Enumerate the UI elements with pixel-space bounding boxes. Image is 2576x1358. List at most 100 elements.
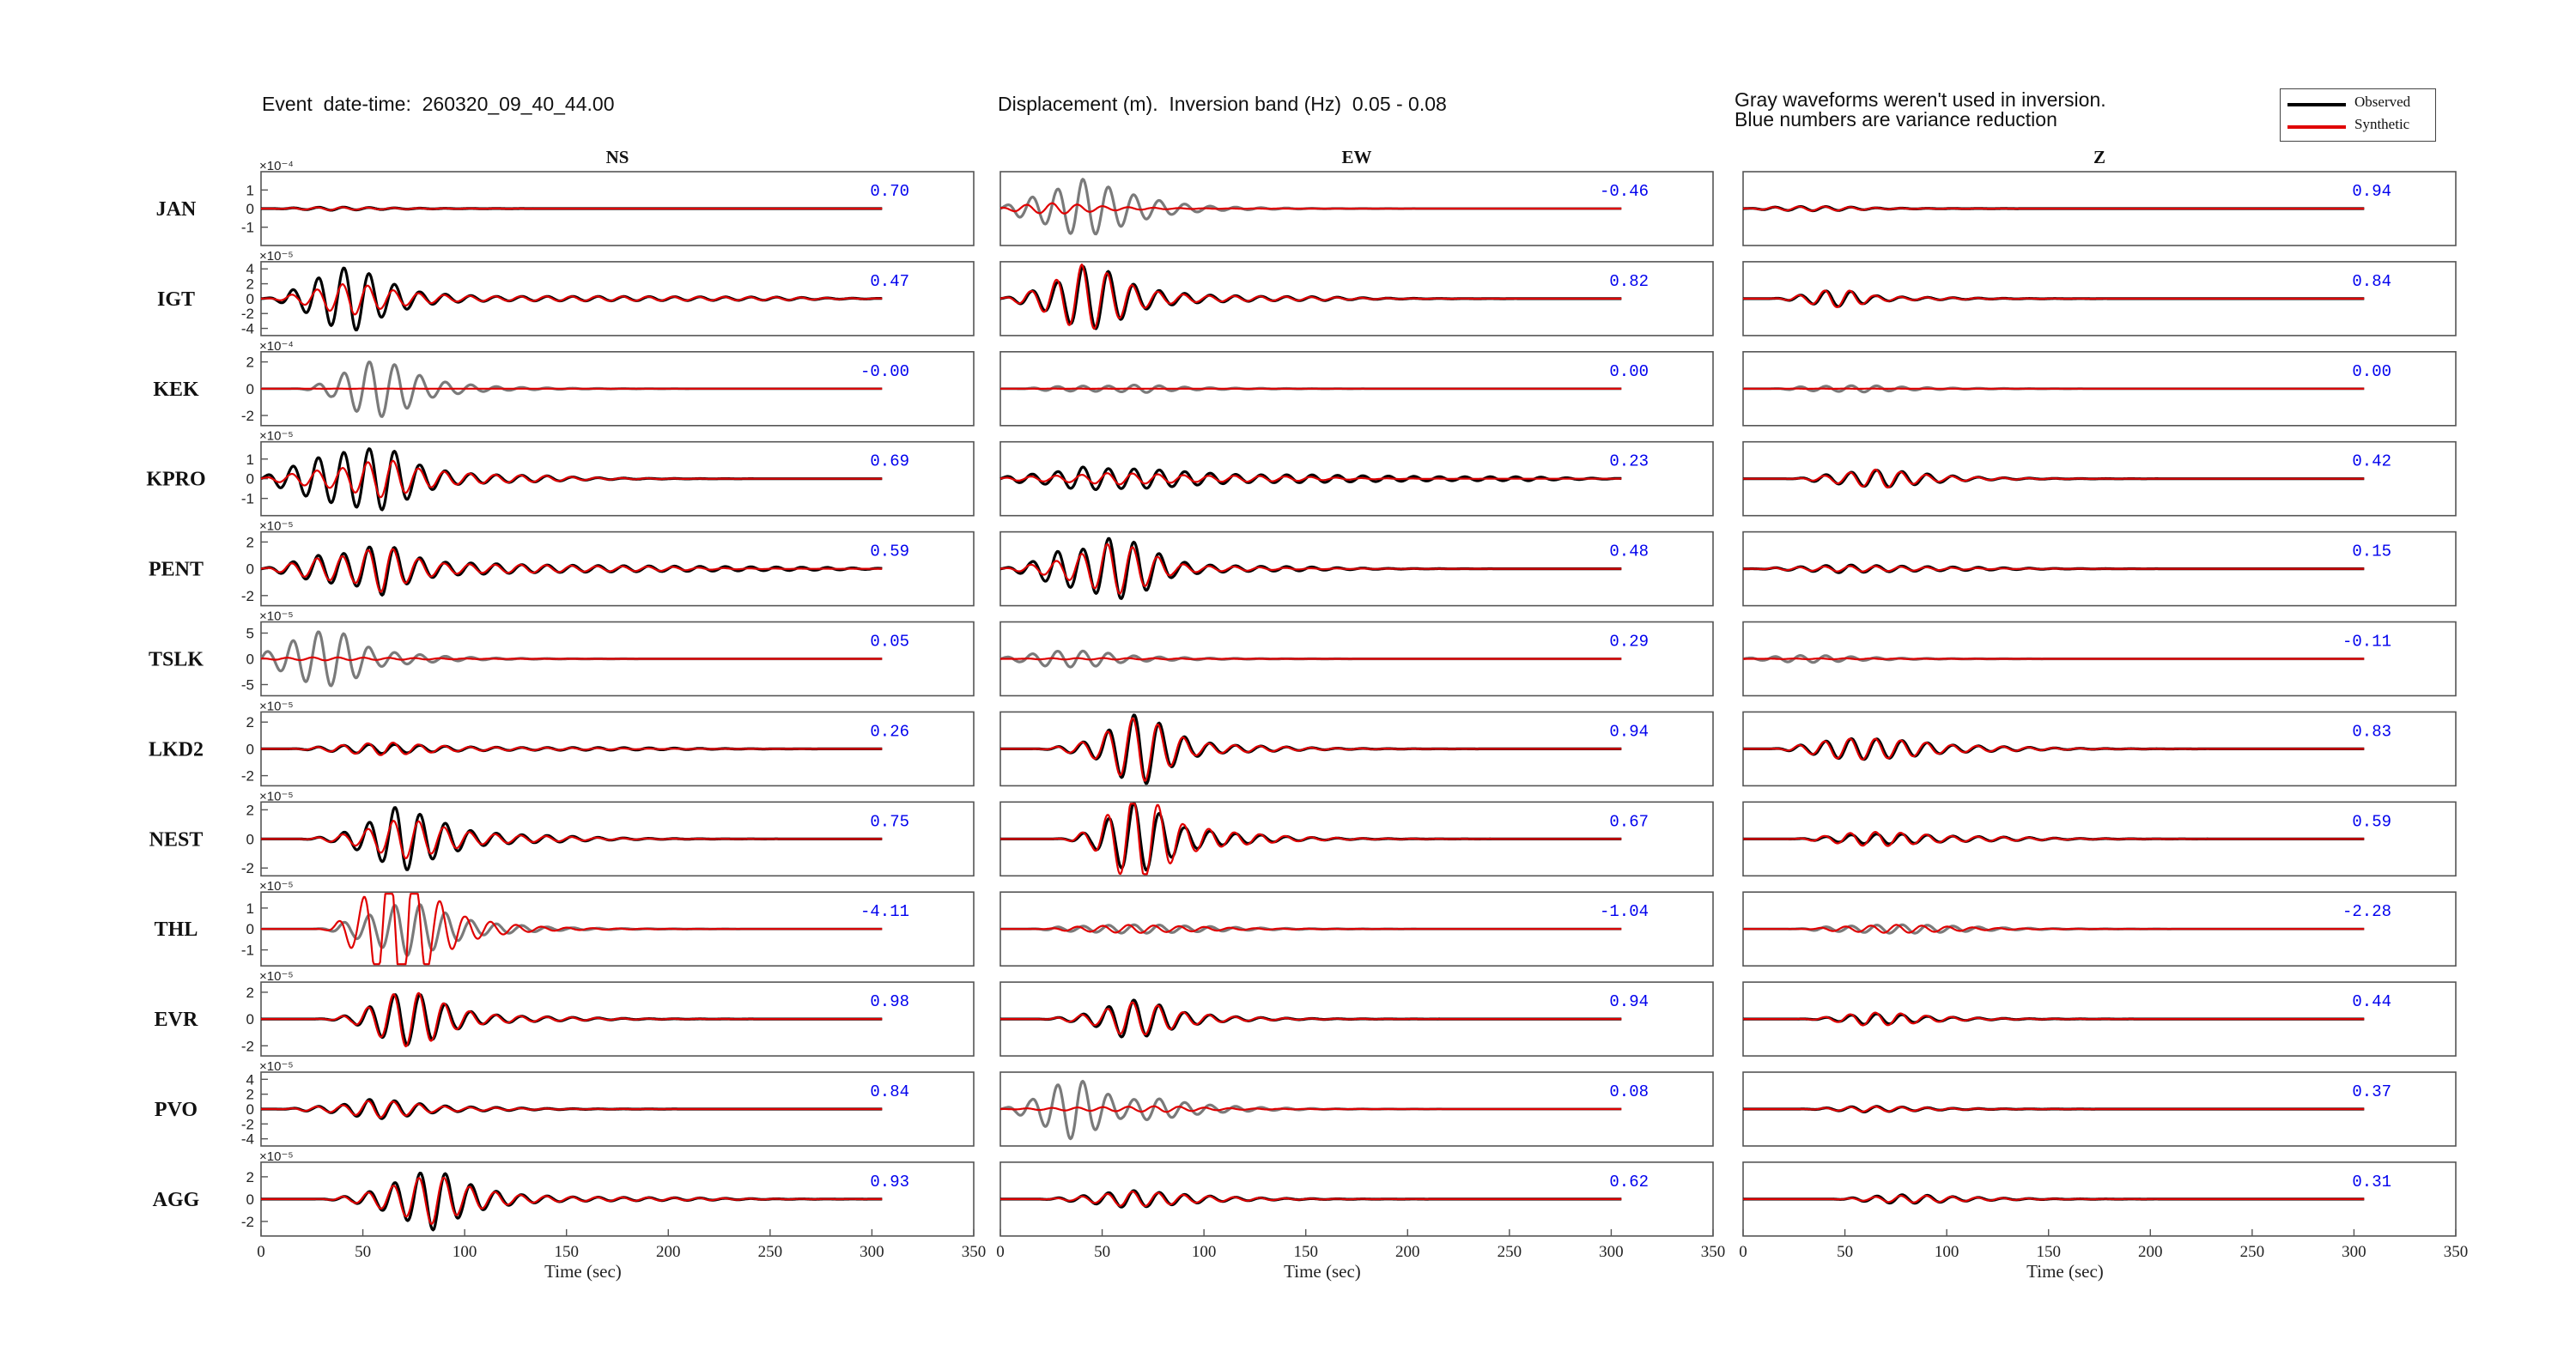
y-tick-label: -2 <box>241 1116 254 1132</box>
synthetic-waveform <box>1000 924 1622 934</box>
station-label-evr: EVR <box>155 1009 198 1031</box>
waveform-panel: 0.37 <box>1742 1071 2457 1147</box>
variance-reduction-value: 0.93 <box>870 1173 909 1191</box>
x-tick-label: 100 <box>1935 1243 1959 1261</box>
y-tick-label: 0 <box>246 561 254 578</box>
inversion-band-label: Displacement (m). Inversion band (Hz) 0.… <box>998 93 1447 115</box>
synthetic-waveform <box>1743 831 2365 847</box>
scale-exponent-label: ×10⁻⁵ <box>259 969 294 984</box>
waveform-panel: 0.00 <box>1742 350 2457 427</box>
x-tick-label: 250 <box>1498 1243 1522 1261</box>
x-axis-label: Time (sec) <box>2026 1261 2104 1282</box>
variance-reduction-value: 0.00 <box>2352 362 2391 381</box>
variance-reduction-value: 0.69 <box>870 452 909 471</box>
y-tick-label: -2 <box>241 1214 254 1230</box>
waveform-panel: 0.67 <box>999 801 1714 877</box>
x-tick-label: 50 <box>1837 1243 1853 1261</box>
y-tick-label: 0 <box>246 381 254 397</box>
y-tick-label: -2 <box>241 768 254 785</box>
x-axis-label: Time (sec) <box>544 1261 622 1282</box>
variance-reduction-value: 0.67 <box>1609 812 1649 831</box>
waveform-panel: 0.42 <box>1742 440 2457 517</box>
synthetic-waveform <box>261 1100 883 1119</box>
variance-reduction-value: 0.44 <box>2352 992 2391 1011</box>
waveform-panel: 0.15 <box>1742 530 2457 607</box>
station-label-pvo: PVO <box>155 1099 197 1121</box>
x-tick-label: 350 <box>962 1243 987 1261</box>
x-tick-label: 350 <box>1701 1243 1726 1261</box>
variance-reduction-value: 0.29 <box>1609 633 1649 652</box>
y-tick-label: 0 <box>246 1101 254 1118</box>
waveform-panel: -1 0 1 ×10⁻⁵ -4.11 <box>241 879 975 967</box>
x-tick-label: 350 <box>2444 1243 2469 1261</box>
legend-label-synthetic: Synthetic <box>2354 116 2410 132</box>
y-tick-label: -1 <box>241 491 254 507</box>
y-tick-label: -2 <box>241 1038 254 1054</box>
station-label-pent: PENT <box>149 559 204 581</box>
x-tick-label: 200 <box>2138 1243 2163 1261</box>
scale-exponent-label: ×10⁻⁴ <box>259 339 294 354</box>
station-label-lkd2: LKD2 <box>149 738 204 761</box>
station-label-nest: NEST <box>149 828 204 851</box>
variance-reduction-value: -2.28 <box>2342 902 2391 921</box>
x-tick-label: 0 <box>1739 1243 1747 1261</box>
variance-reduction-value: 0.31 <box>2352 1173 2391 1191</box>
event-datetime-label: Event date-time: 260320_09_40_44.00 <box>262 93 615 115</box>
variance-reduction-value: 0.42 <box>2352 452 2391 471</box>
waveform-panel: 0.94 <box>999 981 1714 1057</box>
synthetic-waveform <box>1000 1105 1622 1113</box>
scale-exponent-label: ×10⁻⁴ <box>259 159 294 173</box>
y-tick-label: 4 <box>246 261 254 277</box>
synthetic-waveform <box>1743 565 2365 573</box>
y-tick-label: -2 <box>241 588 254 604</box>
variance-reduction-value: 0.59 <box>2352 812 2391 831</box>
waveform-panel: 0.83 <box>1742 711 2457 787</box>
waveform-panel: -1 0 1 ×10⁻⁴ 0.70 <box>241 159 975 246</box>
y-tick-label: 2 <box>246 714 254 731</box>
y-tick-label: 0 <box>246 471 254 488</box>
waveform-panel: -5 0 5 ×10⁻⁵ 0.05 <box>241 609 975 697</box>
synthetic-line-swatch <box>2287 125 2346 129</box>
y-tick-label: 2 <box>246 355 254 371</box>
y-tick-label: 0 <box>246 652 254 668</box>
x-tick-label: 200 <box>1395 1243 1420 1261</box>
station-label-agg: AGG <box>153 1189 200 1211</box>
x-tick-label: 100 <box>453 1243 477 1261</box>
x-tick-label: 50 <box>355 1243 371 1261</box>
waveform-panel: -1 0 1 ×10⁻⁵ 0.69 <box>241 429 975 517</box>
waveform-panel: 0.59 <box>1742 801 2457 877</box>
legend: Observed Synthetic <box>2280 88 2436 142</box>
y-tick-label: 2 <box>246 276 254 293</box>
synthetic-waveform <box>999 472 1622 486</box>
variance-reduction-value: 0.94 <box>2352 182 2391 201</box>
y-tick-label: 0 <box>246 741 254 757</box>
variance-reduction-value: 0.84 <box>870 1082 909 1101</box>
waveform-panel: -0.11 <box>1742 621 2457 697</box>
scale-exponent-label: ×10⁻⁵ <box>259 249 294 264</box>
variance-reduction-value: 0.23 <box>1609 452 1649 471</box>
observed-line-swatch <box>2287 103 2346 106</box>
waveform-panel: -1.04 <box>999 891 1714 967</box>
y-tick-label: 2 <box>246 802 254 818</box>
waveform-panel: -2 0 2 ×10⁻⁴ -0.00 <box>241 339 975 427</box>
variance-reduction-value: -0.46 <box>1600 182 1649 201</box>
y-tick-label: -1 <box>241 220 254 236</box>
synthetic-waveform <box>999 543 1622 595</box>
synthetic-waveform <box>1743 657 2365 661</box>
synthetic-waveform <box>261 1176 883 1225</box>
scale-exponent-label: ×10⁻⁵ <box>259 429 294 444</box>
station-label-tslk: TSLK <box>149 649 204 671</box>
x-tick-label: 150 <box>554 1243 579 1261</box>
station-label-kek: KEK <box>153 379 199 401</box>
y-tick-label: 1 <box>246 182 254 198</box>
synthetic-waveform <box>261 991 883 1048</box>
variance-reduction-value: 0.05 <box>870 633 909 652</box>
y-tick-label: -1 <box>241 943 254 959</box>
variance-reduction-value: 0.62 <box>1609 1173 1649 1191</box>
x-tick-label: 50 <box>1094 1243 1110 1261</box>
variance-reduction-value: 0.15 <box>2352 543 2391 561</box>
variance-reduction-value: 0.94 <box>1609 992 1649 1011</box>
